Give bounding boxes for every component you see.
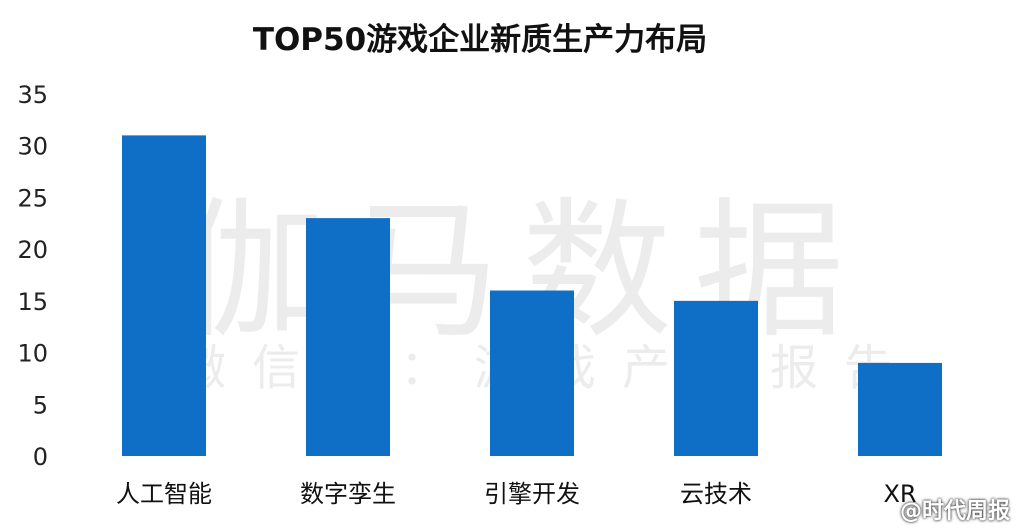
- y-tick-label: 10: [17, 340, 48, 368]
- bar: [858, 362, 942, 456]
- y-tick-label: 15: [17, 288, 48, 316]
- y-tick-label: 20: [17, 236, 48, 264]
- x-tick-label: 引擎开发: [484, 480, 580, 508]
- bar: [674, 300, 758, 456]
- x-tick-label: 数字孪生: [300, 480, 396, 508]
- bar: [306, 218, 390, 456]
- x-tick-label: 云技术: [680, 480, 752, 508]
- y-tick-label: 35: [17, 81, 48, 109]
- chart-title: TOP50游戏企业新质生产力布局: [252, 22, 708, 58]
- y-tick-label: 5: [33, 391, 48, 419]
- x-tick-label: 人工智能: [116, 480, 212, 508]
- bar: [490, 290, 574, 456]
- x-tick-label: XR: [883, 480, 916, 508]
- y-tick-label: 0: [33, 443, 48, 471]
- y-tick-label: 30: [17, 133, 48, 161]
- source-mark: @时代周报: [899, 499, 1010, 524]
- y-tick-label: 25: [17, 184, 48, 212]
- bar: [122, 135, 206, 456]
